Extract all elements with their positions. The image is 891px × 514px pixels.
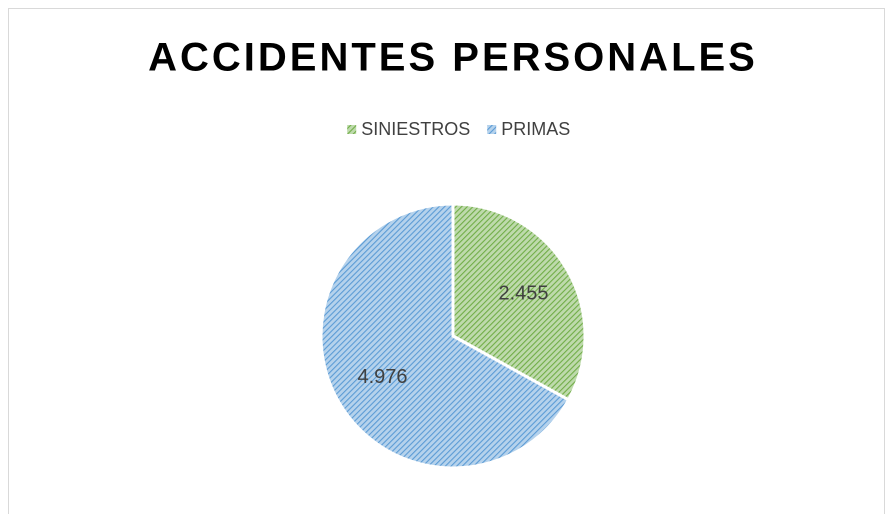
legend-label: SINIESTROS	[361, 119, 470, 139]
pie-slice	[319, 202, 571, 470]
legend-swatch	[347, 125, 357, 134]
legend-swatch	[487, 125, 497, 134]
data-label: 2.455	[498, 283, 548, 305]
legend-label: PRIMAS	[501, 119, 570, 139]
pie-slice	[451, 202, 587, 402]
chart-title: ACCIDENTES PERSONALES	[148, 36, 758, 80]
data-label: 4.976	[357, 366, 407, 388]
